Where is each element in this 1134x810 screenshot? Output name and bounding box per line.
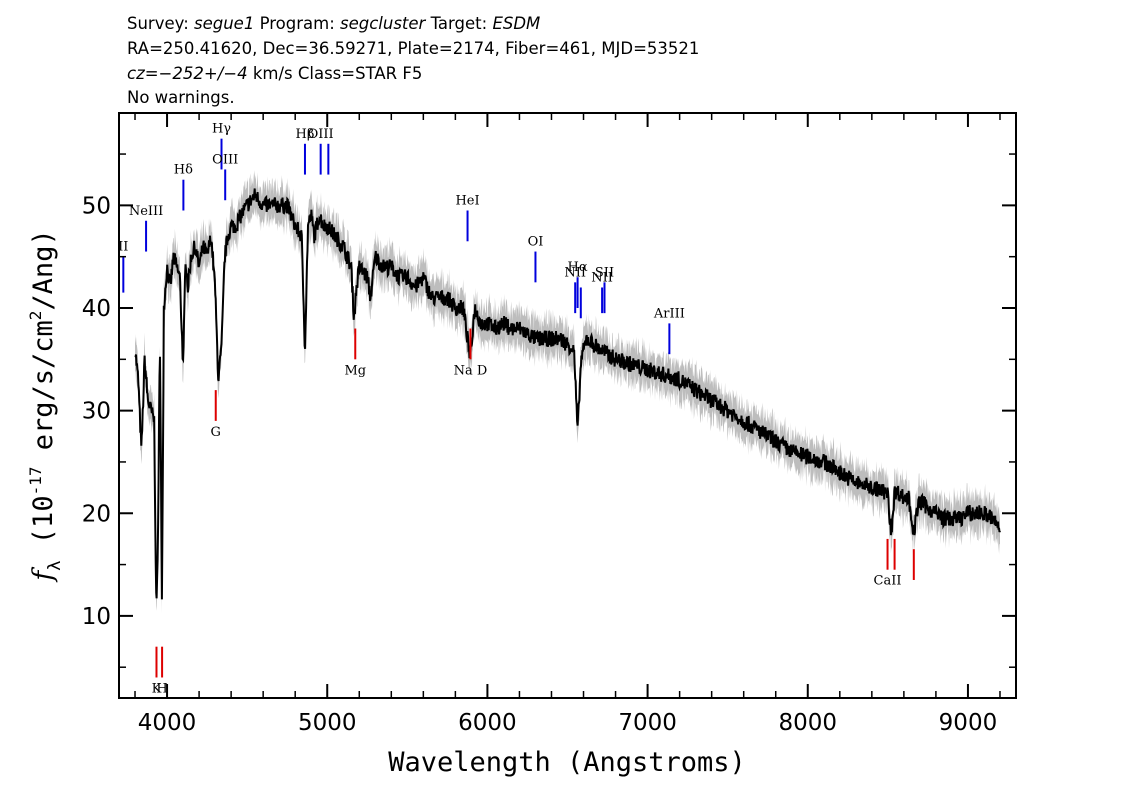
target-value: ESDM [492, 14, 540, 33]
emission-line-label: HeI [455, 194, 479, 209]
redshift-value: cz=−252+/−4 [127, 64, 248, 83]
y-tick-label: 10 [82, 604, 111, 630]
emission-line-label: NII [564, 265, 586, 280]
header-line-4: No warnings. [127, 88, 235, 107]
axis-ticks: 4000 5000 6000 7000 8000 9000 10 20 30 40 50 [82, 113, 1016, 736]
absorption-line-label: Mg [344, 363, 366, 378]
emission-line-label: NeIII [129, 204, 163, 219]
y-tick-label: 30 [82, 399, 111, 425]
absorption-line-label: Na D [454, 363, 488, 378]
survey-value: segue1 [194, 14, 254, 33]
x-tick-label: 5000 [298, 710, 357, 736]
y-axis-label: fλ (10-17 erg/s/cm2/Ang) [26, 229, 65, 582]
x-tick-label: 6000 [458, 710, 517, 736]
emission-line-label: Hα [568, 260, 588, 275]
header-line-2: RA=250.41620, Dec=36.59271, Plate=2174, … [127, 39, 699, 58]
header-line-1: Survey: segue1 Program: segcluster Targe… [127, 14, 540, 33]
emission-line-label: Hβ [296, 127, 315, 142]
x-tick-label: 7000 [618, 710, 677, 736]
error-band [135, 170, 1000, 613]
absorption-line-label: CaII [874, 574, 902, 589]
error-band-area [135, 170, 1000, 613]
emission-line-label: OI [528, 235, 544, 250]
x-tick-label: 9000 [939, 710, 998, 736]
emission-line-label: Hδ [174, 163, 193, 178]
plot-frame [118, 112, 1017, 699]
x-axis-label: Wavelength (Angstroms) [388, 747, 746, 778]
y-tick-label: 20 [82, 501, 111, 527]
emission-line-label: SII [595, 265, 614, 280]
absorption-line-label: H [156, 681, 167, 696]
emission-line-label: OIII [212, 152, 238, 167]
emission-line-label: OIII [308, 127, 334, 142]
x-tick-label: 8000 [778, 710, 837, 736]
program-value: segcluster [340, 14, 427, 33]
absorption-line-label: K [152, 681, 162, 696]
emission-line-label: Hγ [212, 122, 231, 137]
y-tick-label: 40 [82, 296, 111, 322]
x-tick-label: 4000 [138, 710, 197, 736]
flux-line [134, 188, 1001, 600]
spectral-line-markers: IINeIIIHδHγOIIIHβOIIIHeIOINIIHαNIISIIArI… [118, 122, 915, 696]
emission-line-label: NII [591, 270, 613, 285]
plot-area: IINeIIIHδHγOIIIHβOIIIHeIOINIIHαNIISIIArI… [82, 112, 1017, 736]
absorption-line-label: G [211, 425, 221, 440]
emission-line-label: ArIII [653, 306, 685, 321]
emission-line-label: II [118, 240, 128, 255]
y-tick-label: 50 [82, 193, 111, 219]
header-line-3: cz=−252+/−4 km/s Class=STAR F5 [127, 64, 422, 83]
flux-series [134, 188, 1001, 600]
